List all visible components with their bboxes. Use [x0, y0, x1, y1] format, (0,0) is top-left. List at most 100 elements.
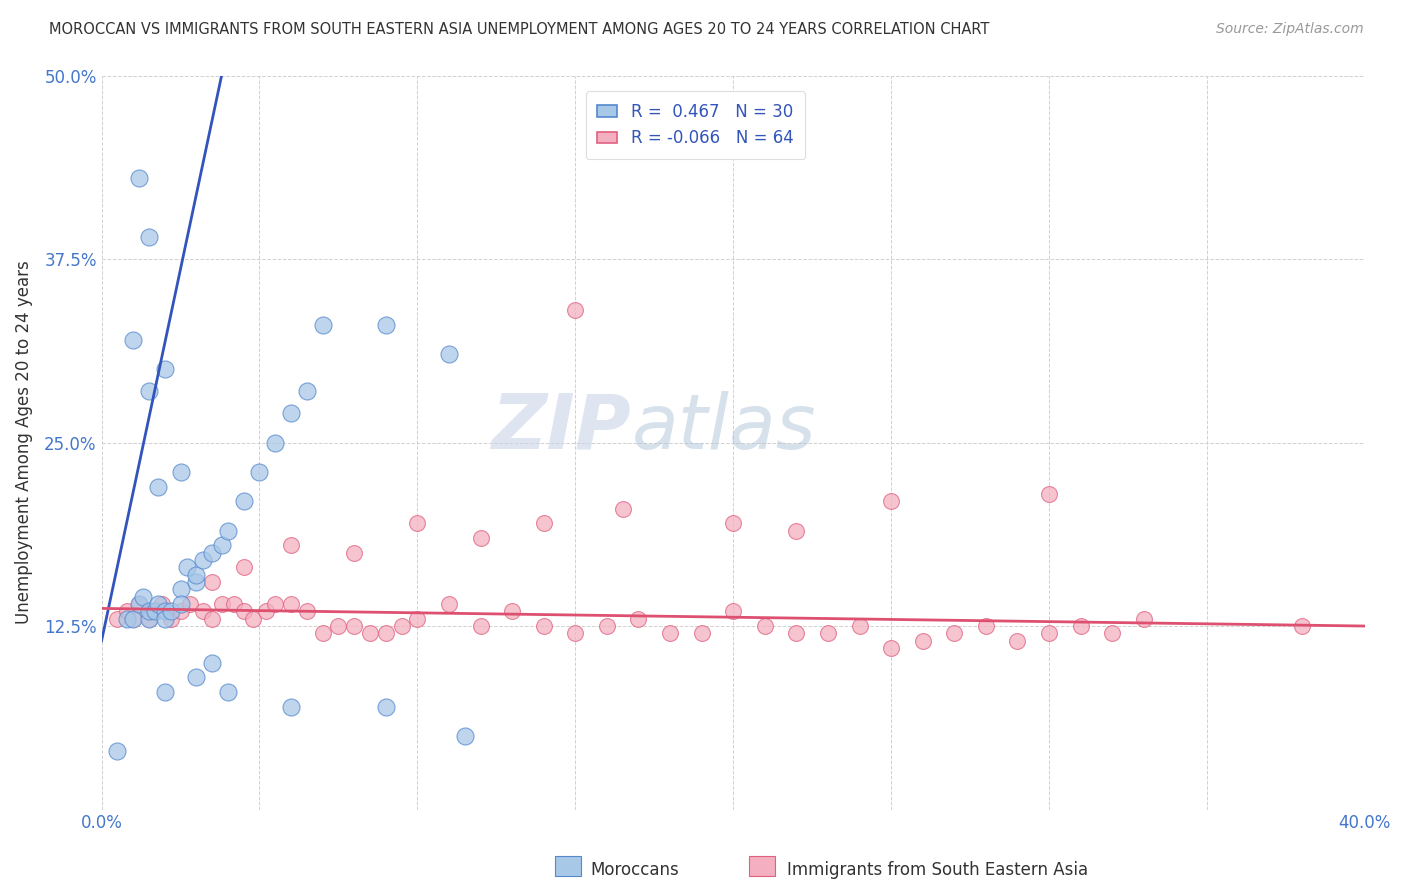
- Point: [176, 560, 198, 574]
- Point: [201, 546, 224, 560]
- Point: [311, 626, 333, 640]
- Point: [1101, 626, 1123, 640]
- Point: [150, 597, 173, 611]
- Point: [564, 626, 586, 640]
- Point: [115, 612, 138, 626]
- Point: [280, 699, 302, 714]
- Point: [122, 612, 145, 626]
- Point: [160, 604, 183, 618]
- Point: [105, 744, 128, 758]
- Point: [128, 597, 150, 611]
- Point: [128, 597, 150, 611]
- Point: [186, 670, 208, 684]
- Point: [943, 626, 966, 640]
- Point: [179, 597, 201, 611]
- Point: [754, 619, 776, 633]
- Point: [596, 619, 619, 633]
- Legend: R =  0.467   N = 30, R = -0.066   N = 64: R = 0.467 N = 30, R = -0.066 N = 64: [586, 91, 806, 159]
- Point: [242, 612, 264, 626]
- Point: [153, 685, 176, 699]
- Point: [201, 656, 224, 670]
- Point: [911, 633, 934, 648]
- Point: [138, 384, 160, 399]
- Point: [1070, 619, 1092, 633]
- Point: [374, 318, 396, 332]
- Point: [612, 501, 634, 516]
- Point: [328, 619, 350, 633]
- Point: [343, 619, 366, 633]
- Point: [201, 574, 224, 589]
- Point: [128, 171, 150, 186]
- Point: [359, 626, 381, 640]
- Point: [785, 626, 807, 640]
- Point: [138, 230, 160, 244]
- Point: [1038, 626, 1060, 640]
- Point: [217, 524, 239, 538]
- Point: [201, 612, 224, 626]
- Point: [454, 729, 477, 743]
- Point: [148, 597, 170, 611]
- Point: [153, 612, 176, 626]
- Point: [217, 685, 239, 699]
- Bar: [749, 856, 775, 876]
- Point: [211, 597, 233, 611]
- Point: [564, 303, 586, 318]
- Text: atlas: atlas: [633, 391, 817, 465]
- Point: [1007, 633, 1029, 648]
- Point: [186, 574, 208, 589]
- Point: [974, 619, 997, 633]
- Point: [437, 347, 460, 361]
- Point: [295, 604, 318, 618]
- Text: Moroccans: Moroccans: [591, 861, 679, 879]
- Point: [143, 604, 166, 618]
- Point: [1038, 487, 1060, 501]
- Point: [115, 604, 138, 618]
- Point: [406, 612, 429, 626]
- Point: [374, 626, 396, 640]
- Point: [153, 604, 176, 618]
- Point: [470, 619, 492, 633]
- Point: [122, 612, 145, 626]
- Point: [343, 546, 366, 560]
- Point: [817, 626, 839, 640]
- Text: ZIP: ZIP: [492, 391, 633, 465]
- Point: [232, 604, 254, 618]
- Point: [280, 406, 302, 420]
- Point: [533, 619, 555, 633]
- Text: MOROCCAN VS IMMIGRANTS FROM SOUTH EASTERN ASIA UNEMPLOYMENT AMONG AGES 20 TO 24 : MOROCCAN VS IMMIGRANTS FROM SOUTH EASTER…: [49, 22, 990, 37]
- Point: [153, 362, 176, 376]
- Point: [437, 597, 460, 611]
- Point: [1132, 612, 1154, 626]
- Y-axis label: Unemployment Among Ages 20 to 24 years: Unemployment Among Ages 20 to 24 years: [15, 260, 32, 624]
- Point: [169, 597, 191, 611]
- Point: [186, 567, 208, 582]
- Point: [264, 597, 287, 611]
- Text: Source: ZipAtlas.com: Source: ZipAtlas.com: [1216, 22, 1364, 37]
- Point: [295, 384, 318, 399]
- Point: [391, 619, 413, 633]
- Point: [721, 516, 744, 531]
- Point: [374, 699, 396, 714]
- Point: [254, 604, 277, 618]
- Point: [224, 597, 246, 611]
- Point: [406, 516, 429, 531]
- Point: [785, 524, 807, 538]
- Point: [880, 641, 903, 656]
- Point: [131, 590, 153, 604]
- Point: [627, 612, 650, 626]
- Point: [138, 612, 160, 626]
- Point: [659, 626, 682, 640]
- Point: [138, 612, 160, 626]
- Point: [122, 333, 145, 347]
- Point: [264, 435, 287, 450]
- Point: [721, 604, 744, 618]
- Point: [249, 465, 271, 479]
- Point: [105, 612, 128, 626]
- Point: [533, 516, 555, 531]
- Point: [232, 560, 254, 574]
- Bar: [555, 856, 581, 876]
- Point: [501, 604, 523, 618]
- Point: [470, 531, 492, 545]
- Point: [138, 604, 160, 618]
- Point: [191, 604, 214, 618]
